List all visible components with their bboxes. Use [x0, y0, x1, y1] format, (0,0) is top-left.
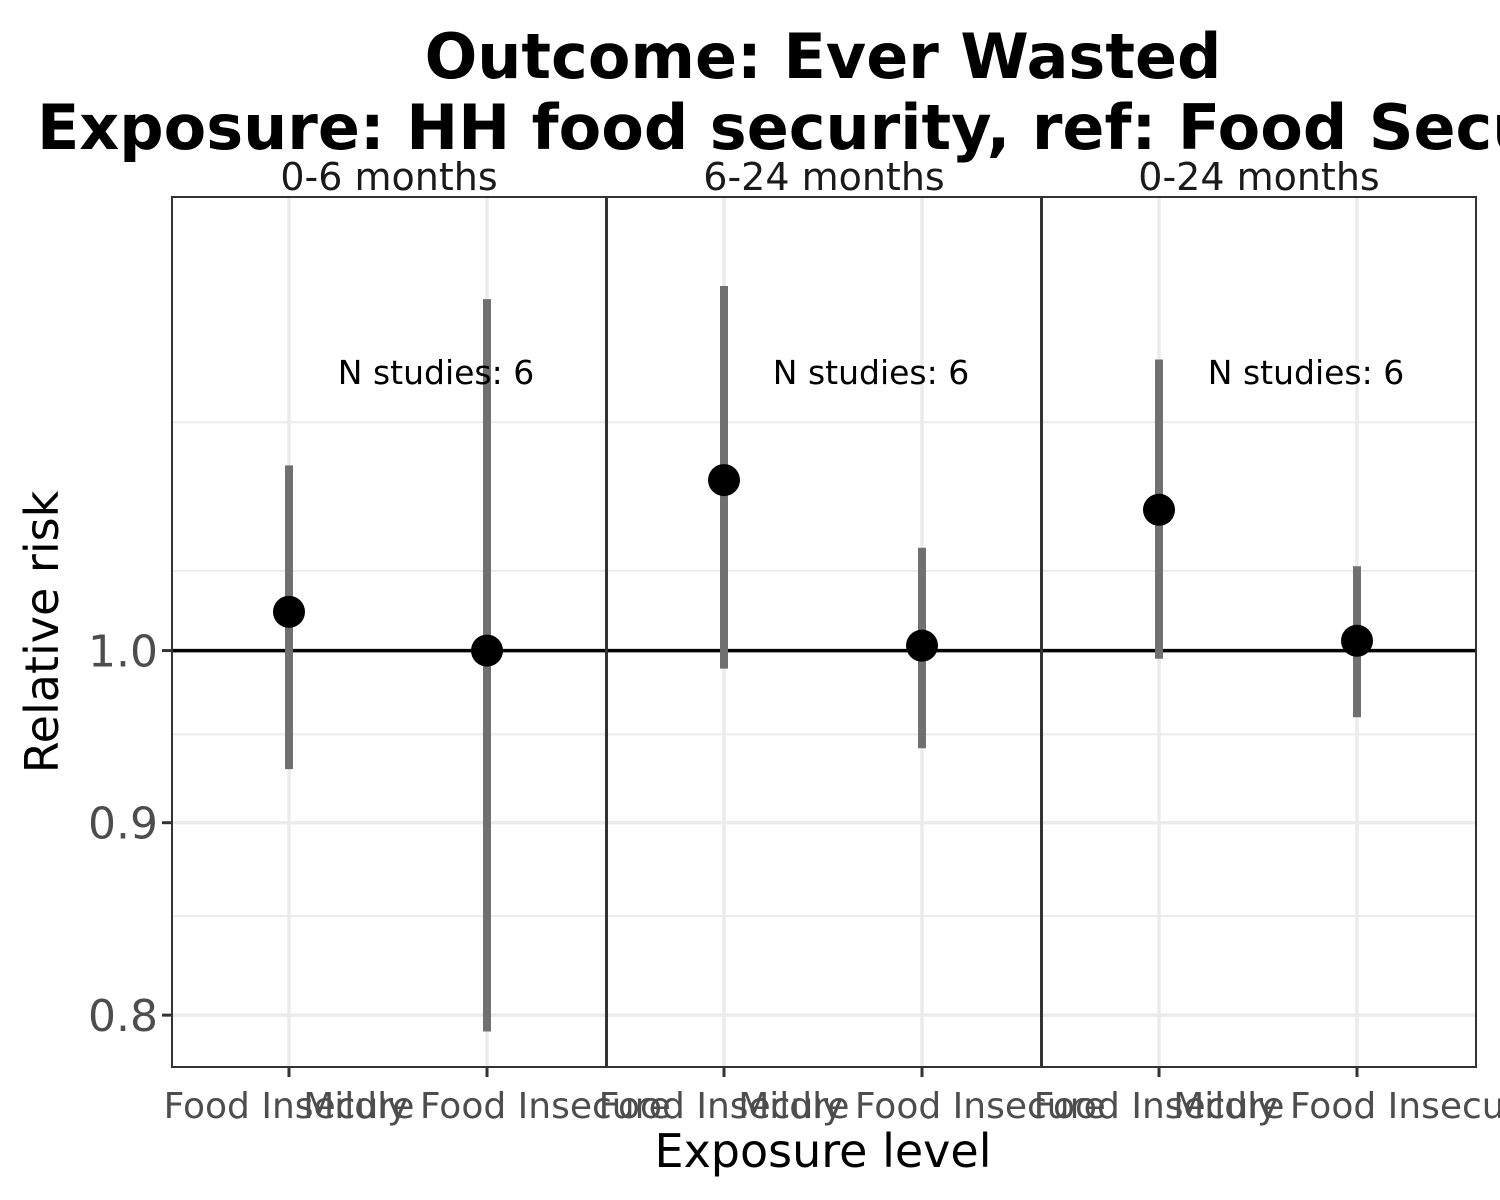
estimate-point — [471, 634, 503, 667]
x-axis-title: Exposure level — [655, 1124, 992, 1178]
y-tick-label: 0.8 — [88, 991, 158, 1042]
x-tick-label: Food Insecure — [1034, 1086, 1285, 1127]
facet-panel-3: N studies: 6 0-24 months Food InsecureMild… — [1034, 155, 1500, 1127]
y-tick-label: 1.0 — [88, 627, 158, 678]
y-axis: 0.8 0.9 1.0 — [88, 627, 172, 1042]
x-tick-label: Mildly Food Insecure — [1173, 1086, 1500, 1127]
panel-background — [1042, 197, 1476, 1067]
estimate-point — [1143, 493, 1175, 526]
estimate-point — [1341, 624, 1373, 657]
x-tick-label: Mildly Food Insecure — [738, 1086, 1106, 1127]
facet-panel-1: N studies: 6 0-6 months Food InsecureMildl… — [164, 155, 671, 1127]
estimate-point — [708, 464, 740, 497]
annotation-n-studies: N studies: 6 — [1208, 353, 1404, 392]
x-tick-label: Food Insecure — [599, 1086, 850, 1127]
y-tick-label: 0.9 — [88, 799, 158, 850]
estimate-point — [906, 629, 938, 662]
x-tick-label: Mildly Food Insecure — [303, 1086, 671, 1127]
estimate-point — [273, 595, 305, 628]
y-axis-title: Relative risk — [15, 490, 69, 773]
chart-title-line2: Exposure: HH food security, ref: Food Se… — [37, 91, 1500, 164]
panel-background — [607, 197, 1041, 1067]
facet-strip-label: 6-24 months — [703, 155, 944, 199]
x-tick-label: Food Insecure — [164, 1086, 415, 1127]
facet-panel-2: N studies: 6 6-24 months Food InsecureMild… — [599, 155, 1106, 1127]
facet-strip-label: 0-6 months — [280, 155, 497, 199]
facet-strip-label: 0-24 months — [1138, 155, 1379, 199]
panel-background — [172, 197, 606, 1067]
panel-border — [1041, 196, 1477, 1068]
annotation-n-studies: N studies: 6 — [773, 353, 969, 392]
annotation-n-studies: N studies: 6 — [338, 353, 534, 392]
chart-title-line1: Outcome: Ever Wasted — [425, 20, 1222, 93]
